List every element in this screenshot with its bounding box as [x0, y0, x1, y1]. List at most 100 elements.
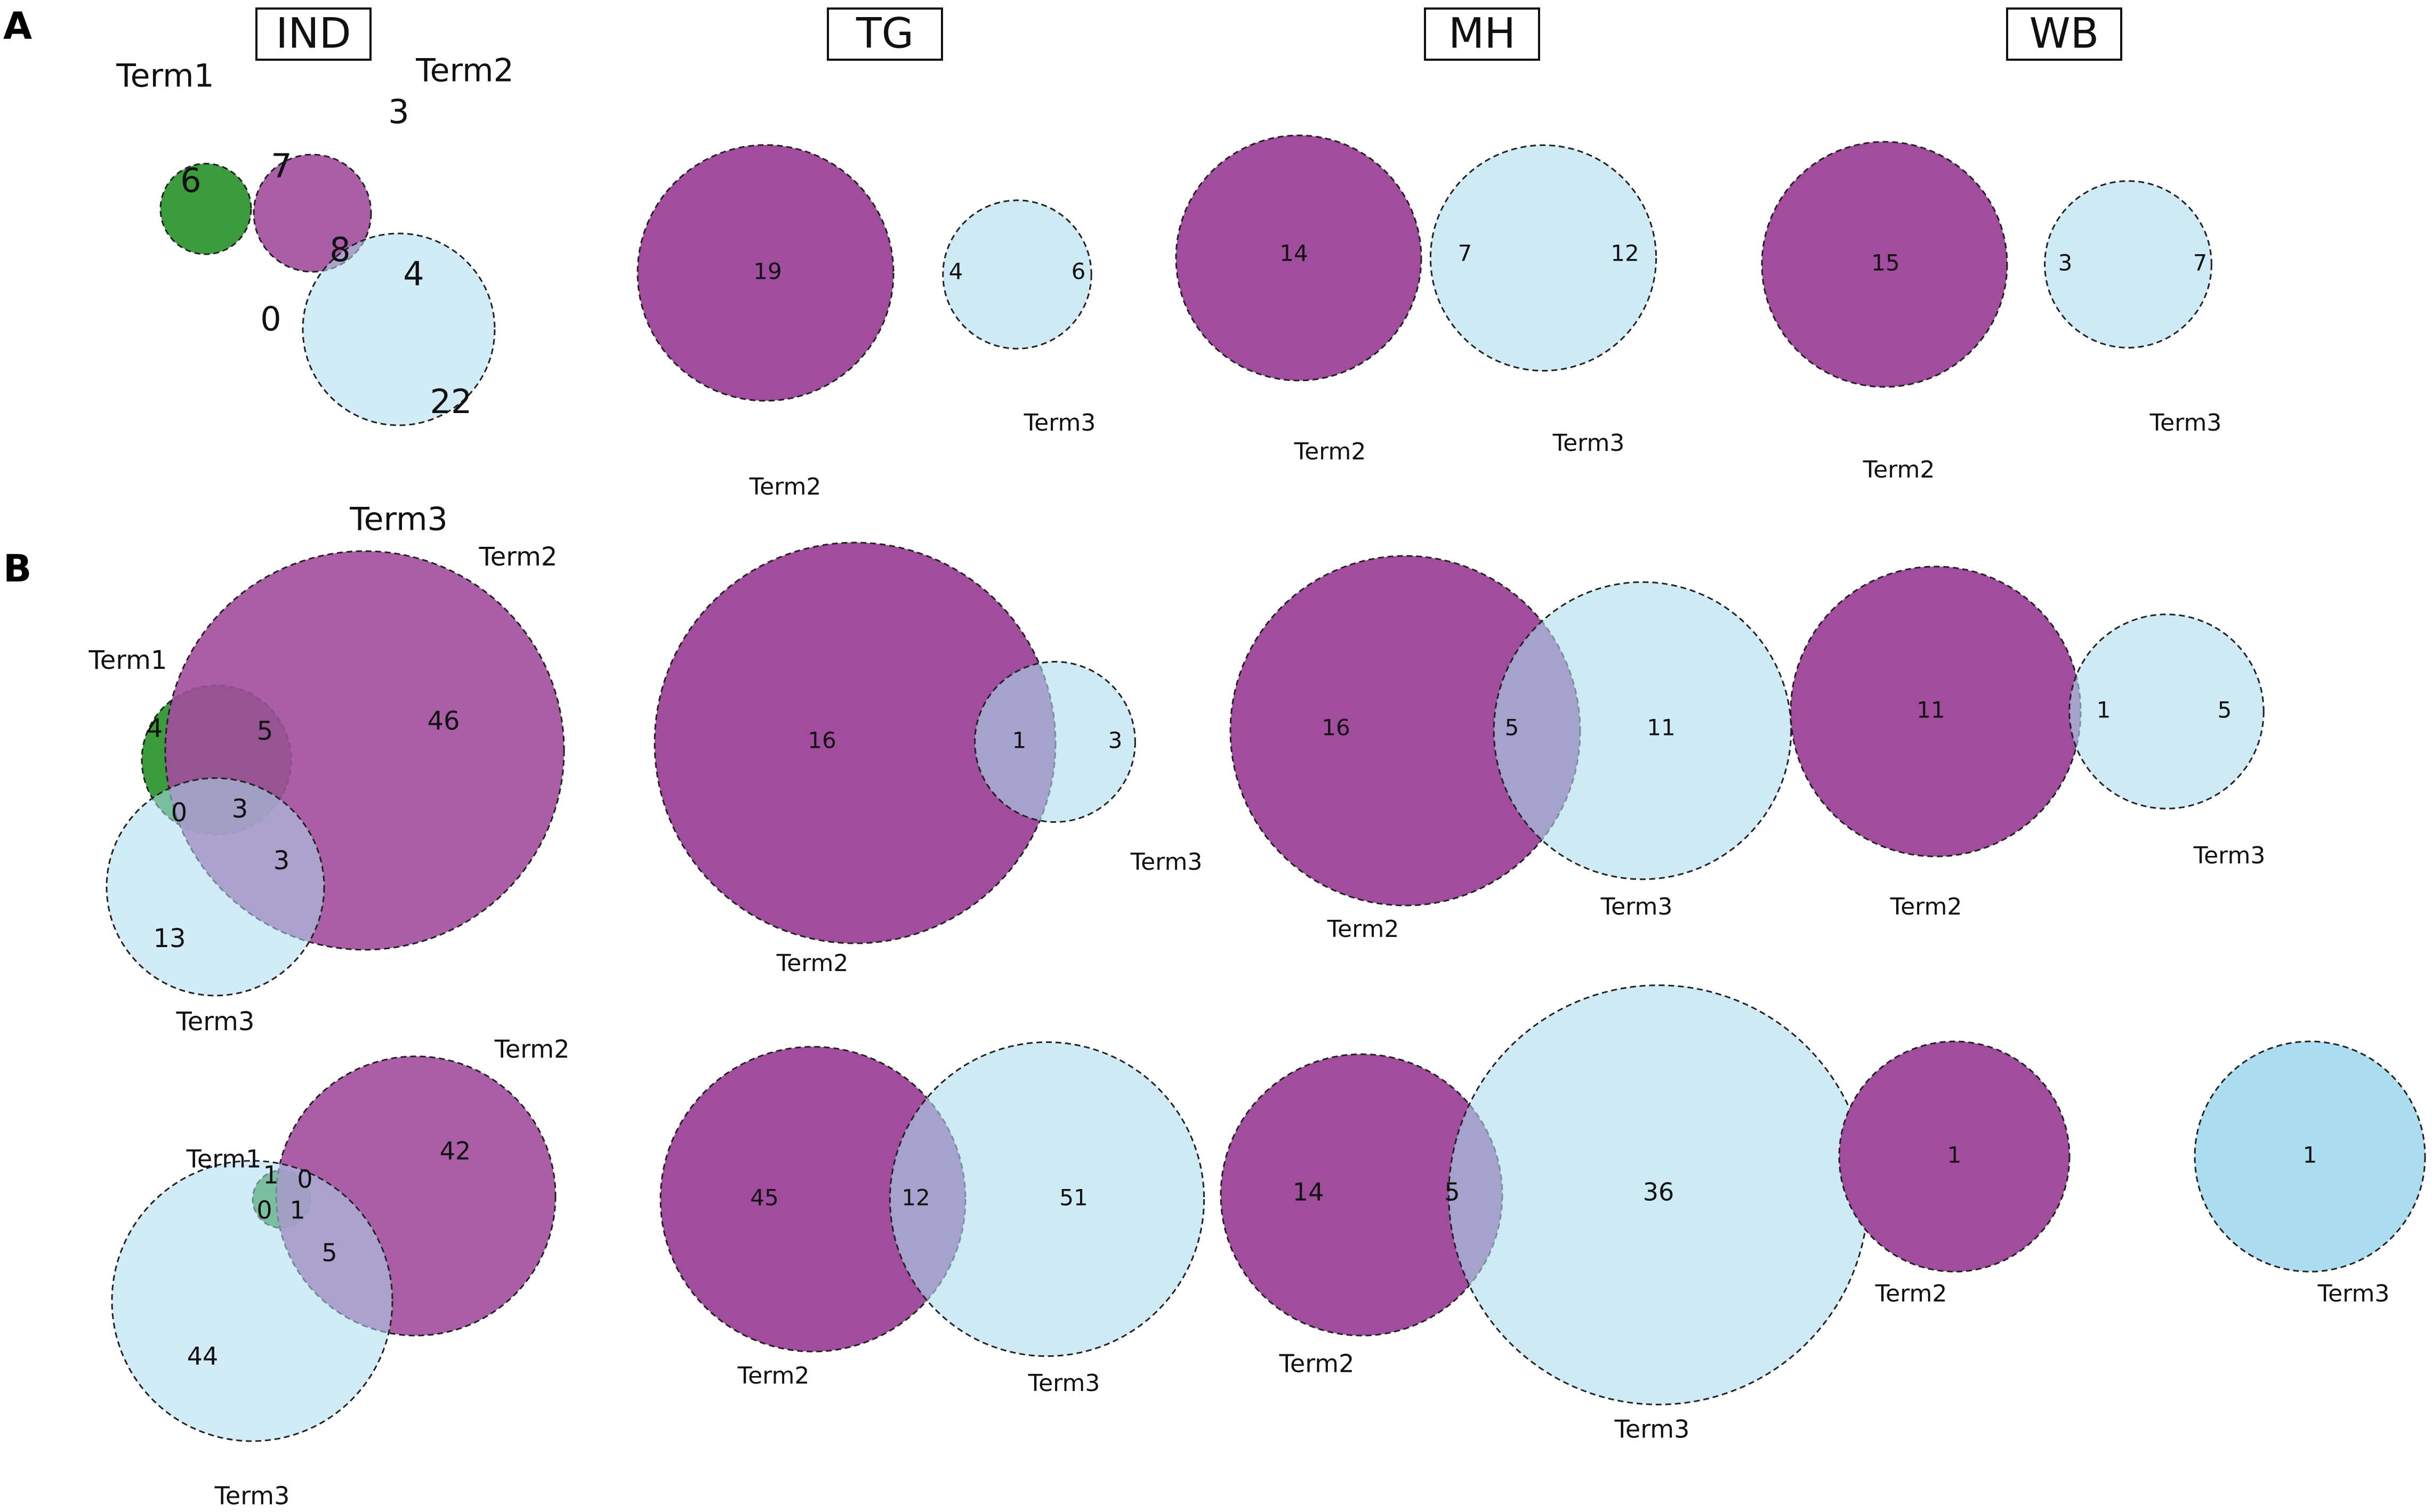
- count-term2-only-b1-tg: 16: [808, 727, 836, 754]
- count-term3-only-b2-ind: 44: [187, 1342, 219, 1371]
- set-label-term3-a-mh: Term3: [1552, 430, 1625, 457]
- set-label-term1-b1-ind: Term1: [88, 645, 167, 675]
- set-label-term3-b1-ind: Term3: [176, 1007, 255, 1037]
- count-term2-only-a-tg: 19: [753, 258, 782, 285]
- set-label-term2-b1-wb: Term2: [1890, 893, 1962, 920]
- count-term2-term3-b1-tg: 1: [1012, 727, 1027, 754]
- count-term2-only-a-wb: 15: [1871, 250, 1899, 276]
- panel-label-b: B: [3, 547, 31, 591]
- circle-term3-a-tg: [942, 199, 1092, 350]
- count-term1-term3-b1-ind: 0: [171, 798, 188, 828]
- count-term3-only-a-ind: 22: [430, 382, 472, 421]
- count-term1-term2-b2-ind: 0: [297, 1165, 312, 1194]
- circles-layer: [106, 134, 2426, 1442]
- column-header-box-ind: [255, 7, 372, 61]
- count-term1-only-b1-ind: 4: [147, 714, 163, 743]
- set-label-term2-a-wb: Term2: [1863, 456, 1935, 483]
- set-label-term2-a-tg: Term2: [749, 473, 822, 500]
- column-header-wb: WB: [2030, 10, 2099, 58]
- count-term2-only-b2-tg: 45: [750, 1185, 778, 1211]
- count-term3-only-a-wb: 7: [2193, 250, 2208, 276]
- set-label-term3-b2-tg: Term3: [1028, 1370, 1100, 1397]
- count-term2-term3-a-tg: 4: [949, 258, 963, 285]
- set-label-term3-b2-wb: Term3: [2317, 1280, 2390, 1307]
- circle-term2-a-wb: [1761, 141, 2008, 388]
- count-term2-term3-b1-wb: 1: [2097, 697, 2111, 723]
- column-header-box-wb: [2006, 7, 2122, 61]
- circle-term3-a-wb: [2044, 180, 2212, 349]
- count-term2-term3-b2-tg: 12: [901, 1185, 930, 1211]
- circle-term2-a-mh: [1175, 134, 1422, 382]
- count-term2-only-b2-wb: 1: [1947, 1142, 1962, 1168]
- count-term2-only-b1-wb: 11: [1916, 697, 1945, 723]
- set-label-term2-a-ind: Term2: [415, 52, 514, 90]
- circle-term3-b1-mh: [1493, 581, 1792, 880]
- count-term3-only-b1-mh: 11: [1647, 715, 1675, 741]
- count-term1-term3-b2-ind: 0: [256, 1196, 272, 1225]
- count-term3-only-b1-ind: 13: [153, 924, 186, 953]
- count-term1-only-a-ind: 6: [180, 161, 201, 200]
- count-term3-only-b1-wb: 5: [2218, 697, 2232, 723]
- circle-term3-b2-wb: [2194, 1040, 2426, 1273]
- count-term1-term3-a-ind: 0: [260, 300, 281, 338]
- circle-term3-b2-ind: [111, 1160, 393, 1442]
- count-term1-term2-b1-ind: 5: [257, 716, 273, 746]
- count-term3-only-b2-tg: 51: [1059, 1185, 1088, 1211]
- column-header-tg: TG: [856, 10, 914, 58]
- count-term1-term2-term3-a-ind: 8: [329, 230, 350, 269]
- circle-term1-a-ind: [159, 163, 252, 255]
- count-term2-term3-a-wb: 3: [2058, 250, 2073, 276]
- circle-term2-a-ind: [253, 153, 372, 273]
- count-term2-only-b2-ind: 42: [440, 1137, 471, 1166]
- count-term1-term2-a-ind: 7: [271, 147, 292, 185]
- circle-term3-a-ind: [302, 232, 496, 426]
- set-label-term1-a-ind: Term1: [116, 58, 214, 95]
- circle-term2-a-tg: [637, 144, 895, 402]
- circle-term3-a-mh: [1429, 144, 1657, 372]
- set-label-term2-b2-tg: Term2: [737, 1362, 810, 1389]
- set-label-term3-b2-mh: Term3: [1614, 1415, 1690, 1444]
- count-term2-term3-a-mh: 7: [1458, 240, 1472, 266]
- set-label-term3-a-ind: Term3: [349, 501, 448, 538]
- count-term1-term2-term3-b2-ind: 1: [289, 1196, 305, 1225]
- set-label-term3-a-tg: Term3: [1024, 409, 1096, 436]
- panel-label-a: A: [3, 4, 32, 48]
- count-term2-only-a-mh: 14: [1279, 240, 1308, 266]
- column-header-mh: MH: [1448, 10, 1516, 58]
- set-label-term1-b2-ind: Term1: [186, 1145, 262, 1174]
- set-label-term3-a-wb: Term3: [2149, 409, 2222, 436]
- column-header-box-tg: [827, 7, 943, 61]
- count-term2-term3-b2-ind: 5: [321, 1239, 337, 1267]
- count-term3-only-b2-mh: 36: [1643, 1178, 1674, 1207]
- set-label-term2-b2-mh: Term2: [1279, 1349, 1355, 1378]
- count-term2-term3-b1-ind: 3: [273, 846, 290, 876]
- set-label-term2-b1-mh: Term2: [1327, 916, 1399, 943]
- count-term2-only-b1-ind: 46: [427, 706, 460, 736]
- headers-layer: IND TG MH WB A B: [3, 4, 2122, 591]
- set-label-term2-a-mh: Term2: [1294, 438, 1366, 465]
- set-label-term2-b1-tg: Term2: [776, 950, 849, 977]
- count-term3-only-b1-tg: 3: [1108, 727, 1123, 754]
- count-term1-term2-term3-b1-ind: 3: [232, 794, 248, 824]
- set-label-term3-b1-mh: Term3: [1600, 893, 1673, 920]
- count-term3-only-b2-wb: 1: [2303, 1142, 2317, 1168]
- count-term3-only-a-mh: 12: [1610, 240, 1639, 266]
- set-label-term2-b2-ind: Term2: [494, 1035, 570, 1064]
- column-header-box-mh: [1424, 7, 1540, 61]
- circle-term2-b2-wb: [1838, 1040, 2071, 1273]
- count-term2-only-b2-mh: 14: [1293, 1178, 1324, 1207]
- set-label-term2-b1-ind: Term2: [479, 542, 558, 572]
- count-term2-term3-a-ind: 4: [403, 254, 424, 293]
- count-term2-term3-b2-mh: 5: [1444, 1178, 1460, 1207]
- set-label-term3-b1-tg: Term3: [1130, 848, 1203, 876]
- count-term3-only-a-tg: 6: [1072, 258, 1086, 285]
- set-label-term3-b2-ind: Term3: [214, 1482, 290, 1510]
- circle-term3-b1-tg: [974, 661, 1136, 823]
- count-term2-only-b1-mh: 16: [1322, 715, 1350, 741]
- column-header-ind: IND: [276, 10, 351, 58]
- circle-term3-b1-wb: [2068, 613, 2265, 810]
- set-label-term3-b1-wb: Term3: [2193, 842, 2266, 869]
- circle-term3-b2-tg: [889, 1041, 1205, 1357]
